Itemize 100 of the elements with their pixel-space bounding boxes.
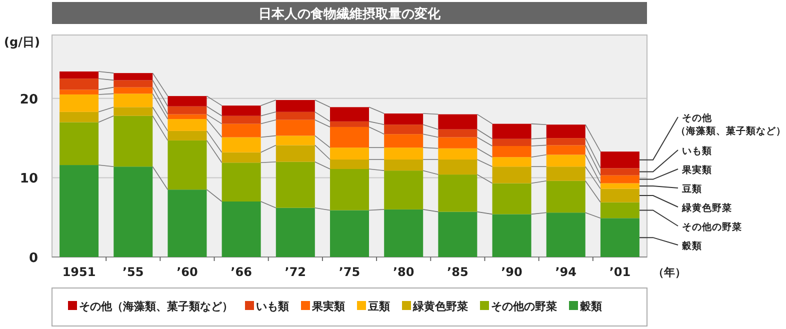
bar bbox=[330, 159, 369, 169]
bar bbox=[60, 78, 99, 90]
bar bbox=[492, 183, 532, 214]
bar bbox=[330, 148, 369, 160]
bar bbox=[114, 87, 153, 94]
y-axis-title: (g/日) bbox=[4, 35, 40, 49]
bar bbox=[276, 208, 315, 257]
bar bbox=[330, 126, 369, 148]
bar bbox=[600, 188, 640, 202]
bar bbox=[114, 94, 153, 108]
text: 穀類 bbox=[682, 241, 702, 252]
bar bbox=[492, 166, 532, 184]
legend-label: その他の野菜 bbox=[491, 300, 557, 313]
bar bbox=[330, 107, 369, 122]
bar bbox=[384, 148, 424, 160]
text: その他（海藻類、菓子類など） bbox=[676, 113, 786, 137]
bar bbox=[330, 168, 369, 210]
bar bbox=[492, 124, 532, 139]
bar bbox=[168, 119, 207, 131]
legend-label: 果実類 bbox=[311, 300, 345, 313]
bar bbox=[276, 145, 315, 162]
bar bbox=[168, 130, 207, 140]
bar bbox=[600, 183, 640, 189]
y-tick-label: 10 bbox=[20, 172, 38, 187]
bar bbox=[384, 113, 424, 125]
text: その他の野菜 bbox=[682, 222, 742, 233]
text: 果実類 bbox=[682, 165, 712, 176]
x-tick-label: ’01 bbox=[609, 265, 631, 279]
bar bbox=[492, 146, 532, 158]
text: 豆類 bbox=[682, 184, 702, 195]
bar bbox=[384, 170, 424, 210]
bar bbox=[546, 124, 586, 138]
x-tick-label: ’66 bbox=[230, 265, 252, 279]
bar bbox=[492, 214, 532, 257]
bar bbox=[276, 162, 315, 208]
bar bbox=[330, 121, 369, 127]
bar bbox=[60, 94, 99, 112]
bar bbox=[222, 106, 261, 116]
bar bbox=[168, 106, 207, 114]
bar bbox=[168, 140, 207, 190]
bar bbox=[114, 80, 153, 88]
bar bbox=[384, 134, 424, 148]
bar bbox=[330, 210, 369, 257]
bar bbox=[384, 124, 424, 134]
bar bbox=[546, 212, 586, 257]
bar bbox=[276, 120, 315, 136]
bar bbox=[114, 73, 153, 80]
x-tick-label: ’75 bbox=[338, 265, 360, 279]
bar bbox=[222, 152, 261, 163]
bar bbox=[438, 137, 478, 148]
bar bbox=[438, 114, 478, 130]
bar bbox=[114, 116, 153, 167]
text: いも類 bbox=[682, 146, 712, 157]
bar bbox=[384, 159, 424, 171]
legend-label: その他（海藻類、菓子類など） bbox=[79, 300, 233, 313]
x-tick-label: ’55 bbox=[122, 265, 144, 279]
bar bbox=[276, 100, 315, 112]
legend-label: 緑黄色野菜 bbox=[412, 300, 468, 313]
bar bbox=[60, 112, 99, 122]
legend-label: 豆類 bbox=[367, 300, 390, 313]
bar bbox=[600, 218, 640, 257]
text: 緑黄色野菜 bbox=[682, 203, 732, 214]
x-tick-label: ’60 bbox=[176, 265, 198, 279]
chart-title: 日本人の食物繊維摂取量の変化 bbox=[258, 6, 442, 22]
bar bbox=[60, 90, 99, 94]
bar bbox=[546, 166, 586, 181]
x-axis-title: （年） bbox=[653, 266, 686, 279]
bar bbox=[114, 166, 153, 257]
bar bbox=[546, 145, 586, 155]
x-tick-label: ’85 bbox=[447, 265, 468, 279]
bar bbox=[600, 175, 640, 184]
bar bbox=[222, 124, 261, 138]
bar bbox=[222, 116, 261, 124]
legend-label: いも類 bbox=[256, 300, 289, 313]
bar bbox=[222, 162, 261, 202]
bar bbox=[438, 129, 478, 138]
bar bbox=[546, 138, 586, 146]
bar bbox=[276, 136, 315, 146]
y-tick-label: 0 bbox=[28, 251, 38, 266]
bar bbox=[222, 137, 261, 152]
x-tick-label: ’72 bbox=[284, 265, 306, 279]
bar bbox=[600, 168, 640, 176]
x-tick-label: ’80 bbox=[392, 265, 414, 279]
bar bbox=[438, 212, 478, 257]
x-tick-label: 1951 bbox=[62, 265, 96, 279]
x-tick-label: ’90 bbox=[501, 265, 522, 279]
bar bbox=[168, 96, 207, 106]
bar bbox=[276, 112, 315, 120]
bar bbox=[168, 114, 207, 120]
bar bbox=[114, 107, 153, 116]
bar bbox=[222, 202, 261, 257]
bar bbox=[60, 71, 99, 79]
bar bbox=[492, 138, 532, 146]
bar bbox=[546, 180, 586, 213]
bar bbox=[600, 202, 640, 218]
bar bbox=[60, 122, 99, 166]
bar bbox=[492, 157, 532, 167]
legend-label: 穀類 bbox=[579, 300, 602, 313]
bar bbox=[438, 159, 478, 175]
y-tick-label: 20 bbox=[20, 92, 38, 108]
